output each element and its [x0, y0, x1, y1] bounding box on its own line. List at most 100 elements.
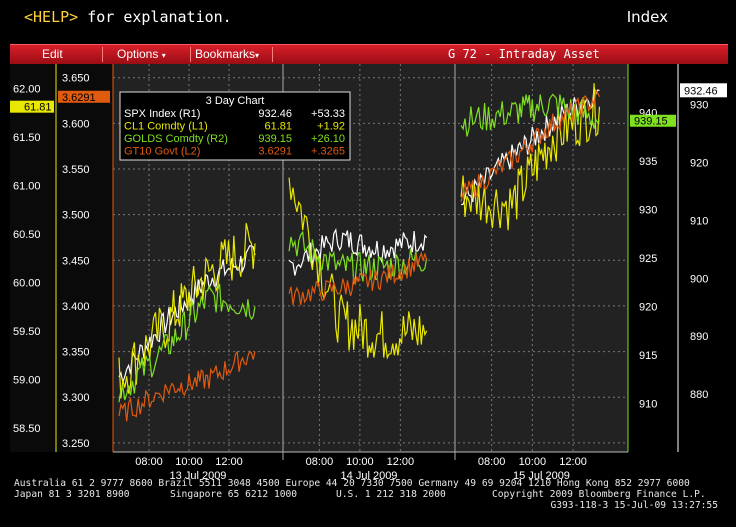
legend-series-name: CL1 Comdty (L1) — [124, 121, 208, 133]
r1-tick-label: 880 — [690, 389, 708, 401]
chevron-down-icon: ▾ — [161, 51, 166, 60]
l2-tick-label: 3.250 — [62, 438, 90, 450]
r1-tick-label: 930 — [690, 100, 708, 112]
l2-badge-box — [58, 90, 110, 103]
legend-last-value: 939.15 — [258, 133, 292, 145]
x-day-label: 13 Jul 2009 — [170, 470, 227, 482]
x-tick-label: 12:00 — [559, 456, 587, 468]
l2-tick-label: 3.400 — [62, 301, 90, 313]
r2-badge-box — [630, 114, 676, 127]
legend-change: +.3265 — [311, 146, 345, 158]
menu-edit[interactable]: Edit — [42, 47, 63, 61]
legend-title: 3 Day Chart — [206, 95, 265, 107]
help-text: for explanation. — [78, 8, 232, 26]
legend-box — [119, 91, 351, 161]
r2-tick-label: 910 — [639, 399, 657, 411]
x-tick-label: 08:00 — [135, 456, 163, 468]
footer-japan: Japan 81 3 3201 8900 — [14, 489, 130, 500]
l1-axis-strip — [10, 64, 56, 452]
series-line-1 — [118, 222, 256, 399]
l1-tick-label: 62.00 — [13, 83, 41, 95]
chart-window-title: G 72 - Intraday Asset — [448, 47, 600, 61]
menu-bookmarks-label: Bookmarks — [195, 47, 256, 61]
l2-current-badge: 3.6291 — [58, 90, 110, 104]
help-key[interactable]: <HELP> — [24, 8, 79, 26]
r1-tick-label: 900 — [690, 273, 708, 285]
x-tick-label: 10:00 — [346, 456, 374, 468]
x-tick-label: 12:00 — [387, 456, 415, 468]
l2-tick-label: 3.650 — [62, 73, 90, 85]
r2-tick-label: 920 — [639, 302, 657, 314]
footer-singapore: Singapore 65 6212 1000 — [170, 489, 298, 500]
menu-separator — [190, 47, 191, 62]
menu-bookmarks[interactable]: Bookmarks▾ — [195, 47, 259, 61]
top-bar: <HELP> for explanation. Index G — [0, 0, 736, 40]
series-line-2 — [118, 283, 256, 403]
footer-copyright: Copyright 2009 Bloomberg Finance L.P. — [492, 489, 706, 500]
r2-tick-label: 935 — [639, 156, 657, 168]
l2-tick-label: 3.550 — [62, 164, 90, 176]
footer: Australia 61 2 9777 8600 Brazil 5511 304… — [0, 478, 736, 511]
l2-axis-strip — [56, 64, 113, 452]
help-hint[interactable]: <HELP> for explanation. — [24, 8, 232, 26]
l1-current-label: 61.81 — [24, 102, 52, 114]
series-line-0 — [288, 227, 428, 276]
footer-us: U.S. 1 212 318 2000 — [336, 489, 446, 500]
menu-separator — [272, 47, 273, 62]
l2-tick-label: 3.450 — [62, 255, 90, 267]
x-tick-label: 10:00 — [519, 456, 547, 468]
r1-tick-label: 920 — [690, 157, 708, 169]
x-day-label: 14 Jul 2009 — [341, 470, 398, 482]
x-day-label: 15 Jul 2009 — [513, 470, 570, 482]
series-line-1 — [460, 83, 601, 231]
l2-tick-label: 3.300 — [62, 392, 90, 404]
legend-series-name: GT10 Govt (L2) — [124, 146, 200, 158]
series-line-3 — [118, 350, 256, 422]
r2-tick-label: 930 — [639, 205, 657, 217]
menu-separator — [102, 47, 103, 62]
series-line-2 — [288, 230, 428, 286]
x-tick-label: 08:00 — [478, 456, 506, 468]
menu-options[interactable]: Options ▾ — [117, 47, 166, 61]
l1-badge-box — [10, 100, 54, 113]
l2-tick-label: 3.600 — [62, 118, 90, 130]
l1-tick-label: 59.50 — [13, 326, 41, 338]
r2-tick-label: 925 — [639, 253, 657, 265]
r1-current-badge: 932.46 — [680, 83, 727, 98]
legend-series-name: SPX Index (R1) — [124, 108, 200, 120]
series-line-2 — [460, 93, 600, 137]
index-label: Index — [626, 8, 668, 26]
x-tick-label: 08:00 — [306, 456, 334, 468]
l2-current-label: 3.6291 — [62, 92, 96, 104]
l1-tick-label: 58.50 — [13, 423, 41, 435]
r1-tick-label: 890 — [690, 331, 708, 343]
legend-change: +26.10 — [311, 133, 345, 145]
series-line-3 — [288, 251, 428, 306]
chevron-down-icon: ▾ — [255, 51, 260, 60]
l2-tick-label: 3.350 — [62, 347, 90, 359]
x-tick-label: 10:00 — [175, 456, 203, 468]
r1-current-label: 932.46 — [684, 85, 718, 97]
r1-badge-box — [680, 83, 727, 98]
legend-last-value: 61.81 — [264, 121, 292, 133]
series-line-3 — [460, 88, 601, 202]
l1-tick-label: 61.00 — [13, 180, 41, 192]
l1-tick-label: 61.50 — [13, 132, 41, 144]
l1-current-badge: 61.81 — [10, 100, 54, 114]
menu-bar: Edit Options ▾ Bookmarks▾ G 72 - Intrada… — [10, 44, 728, 64]
footer-line-1: Australia 61 2 9777 8600 Brazil 5511 304… — [14, 478, 690, 489]
legend-change: +1.92 — [317, 121, 345, 133]
l2-tick-label: 3.500 — [62, 210, 90, 222]
footer-timestamp: G393-118-3 15-Jul-09 13:27:55 — [550, 500, 718, 511]
l1-tick-label: 60.00 — [13, 277, 41, 289]
r2-tick-label: 915 — [639, 350, 657, 362]
r2-current-badge: 939.15 — [630, 114, 676, 128]
r1-tick-label: 910 — [690, 215, 708, 227]
legend-series-name: GOLDS Comdty (R2) — [124, 133, 228, 145]
l1-tick-label: 59.00 — [13, 374, 41, 386]
menu-options-label: Options — [117, 47, 159, 61]
l1-tick-label: 60.50 — [13, 229, 41, 241]
r2-current-label: 939.15 — [634, 116, 668, 128]
legend-last-value: 3.6291 — [258, 146, 292, 158]
